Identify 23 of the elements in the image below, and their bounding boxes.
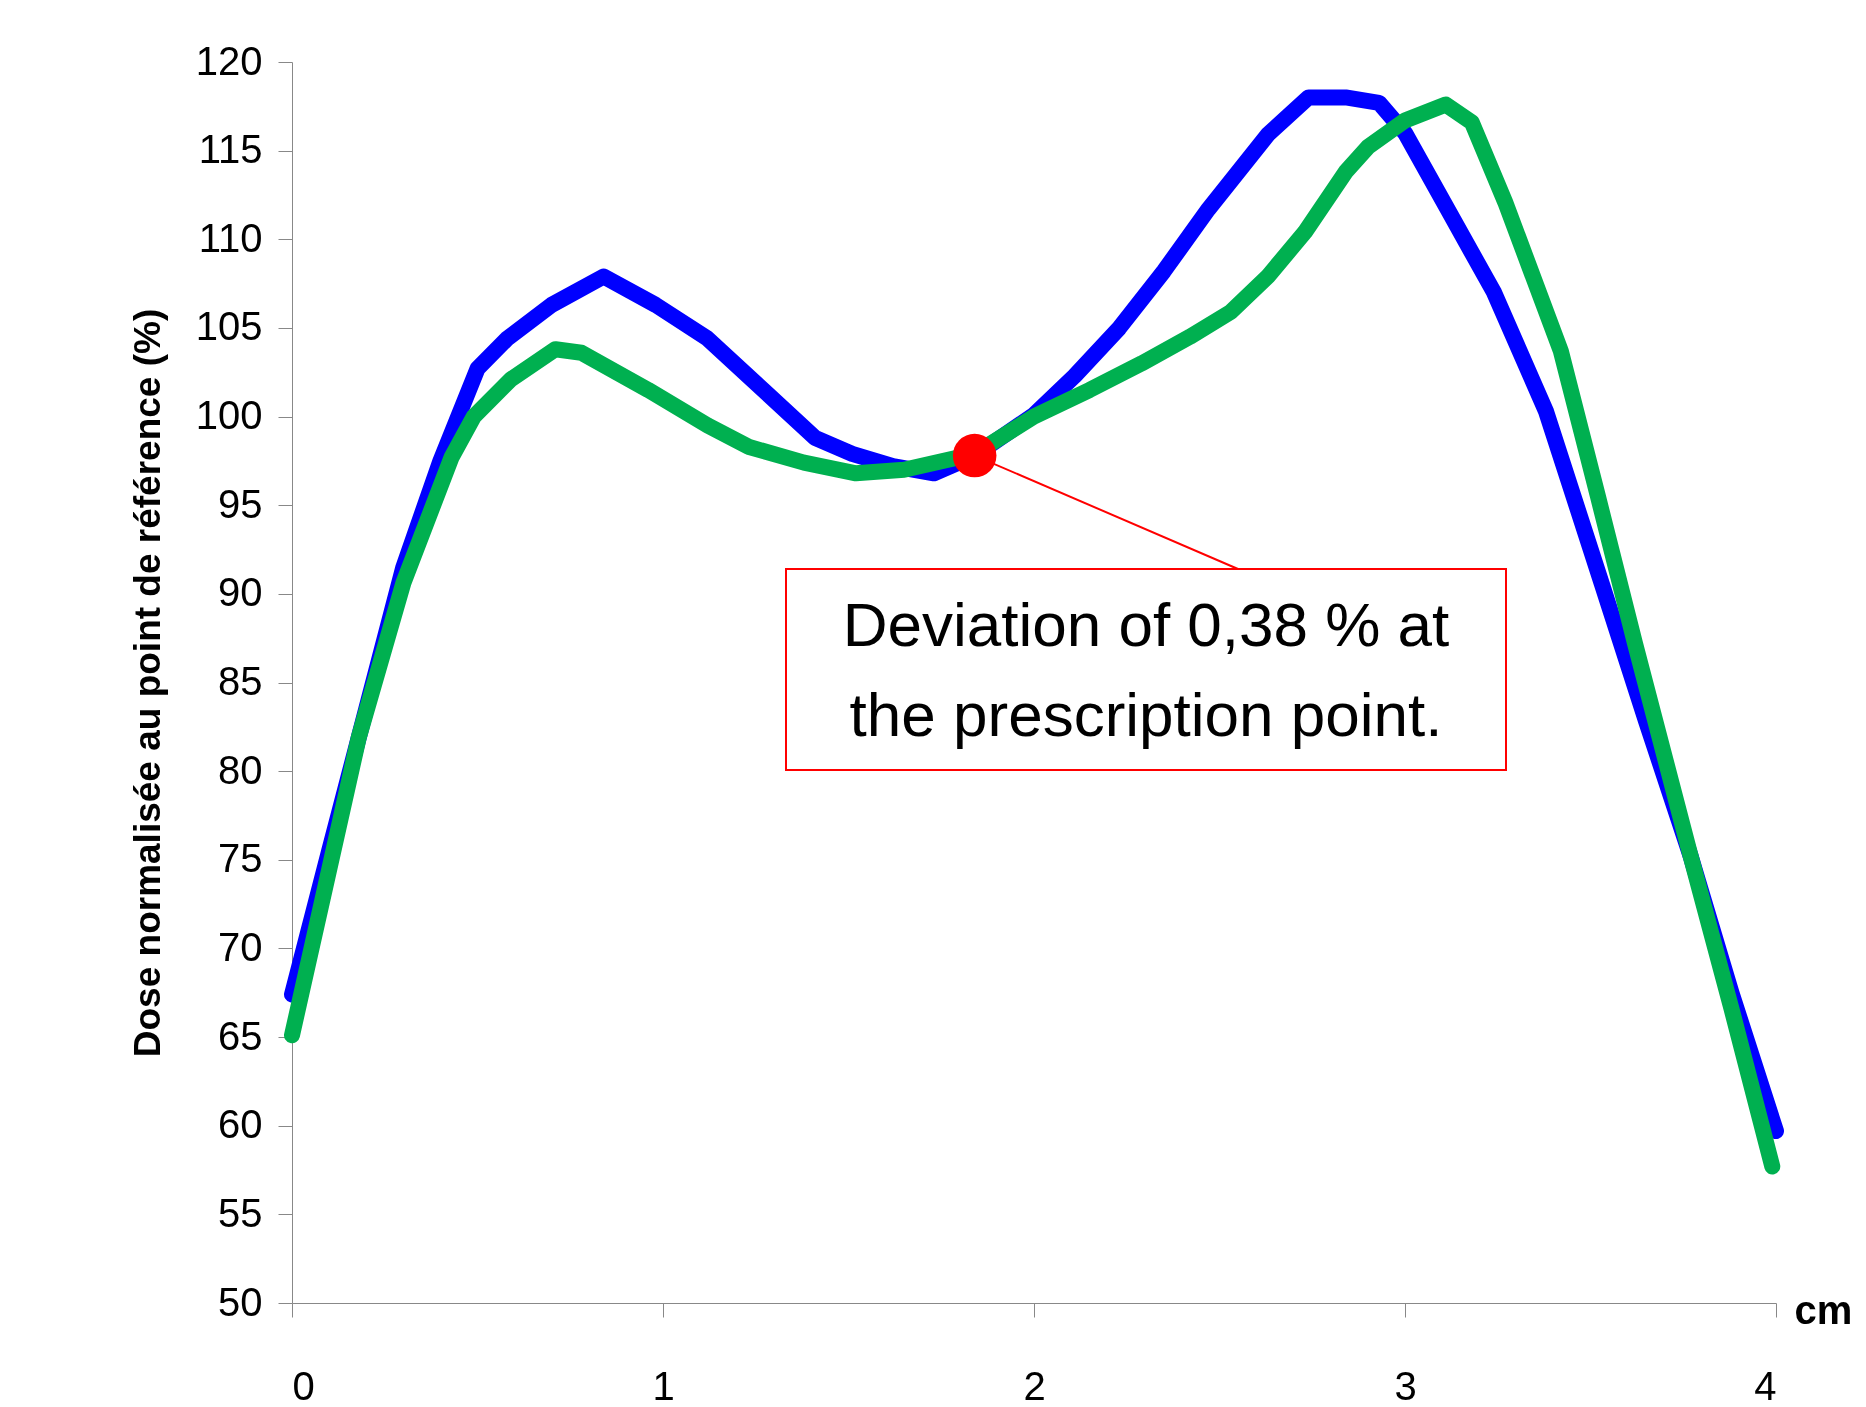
x-tick-label: 1 xyxy=(652,1363,675,1407)
y-tick-label: 65 xyxy=(218,1013,263,1058)
y-tick-label: 80 xyxy=(218,747,263,792)
y-tick-label: 120 xyxy=(195,38,263,83)
x-tick-label: 0 xyxy=(292,1363,315,1407)
y-tick-label: 50 xyxy=(218,1279,263,1324)
y-tick-label: 75 xyxy=(218,836,263,881)
x-axis-title: cm xyxy=(1794,1287,1853,1332)
y-tick-label: 110 xyxy=(198,215,263,260)
x-tick-label: 4 xyxy=(1754,1363,1777,1407)
annotation: Deviation of 0,38 % at the prescription point. xyxy=(842,590,1450,749)
y-tick-label: 85 xyxy=(218,659,263,703)
y-tick-label: 100 xyxy=(195,393,263,438)
y-tick-label: 90 xyxy=(218,570,263,615)
y-tick-label: 70 xyxy=(218,924,263,969)
x-tick-label: 2 xyxy=(1023,1363,1046,1407)
x-tick-label: 3 xyxy=(1394,1363,1417,1407)
y-tick-label: 55 xyxy=(218,1190,263,1235)
y-tick-label: 115 xyxy=(198,127,263,172)
y-tick-label: 95 xyxy=(218,481,263,526)
y-tick-label: 105 xyxy=(195,304,263,349)
y-axis-title: Dose normalisée au point de référence (%) xyxy=(126,308,168,1058)
y-tick-label: 60 xyxy=(218,1102,263,1147)
